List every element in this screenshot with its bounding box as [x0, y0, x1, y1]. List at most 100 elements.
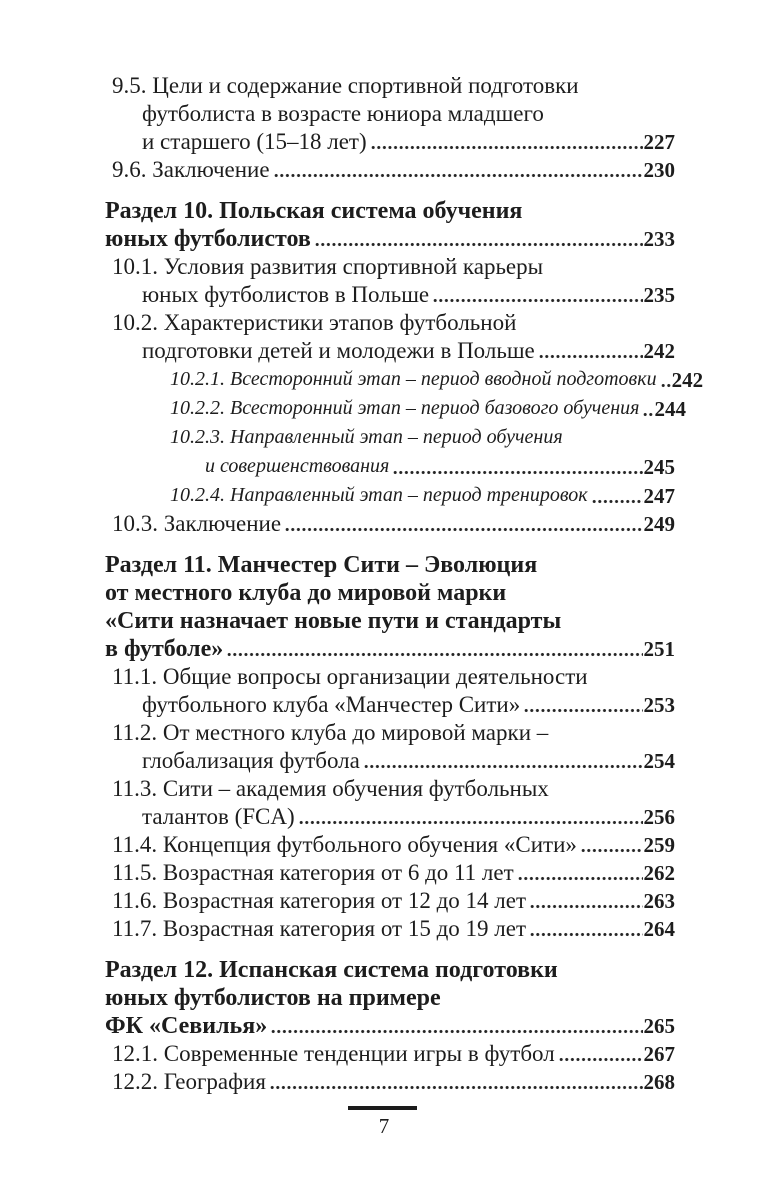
toc-entry: 10.1. Условия развития спортивной карьер… — [105, 253, 675, 309]
toc-page-number: 233 — [643, 227, 676, 251]
toc-entry-text: юных футболистов — [105, 226, 311, 252]
toc-entry-line: глобализация футбола 254 — [142, 747, 675, 775]
toc-page-number: 256 — [643, 805, 676, 829]
toc-page-number: 235 — [643, 283, 676, 307]
toc-entry-text: 11.3. Сити – академия обучения футбольны… — [112, 776, 549, 801]
toc-page-number: 263 — [643, 889, 676, 913]
toc-entry-line: ФК «Севилья» 265 — [105, 1012, 675, 1040]
toc-entry-text: 10.2.1. Всесторонний этап – период вводн… — [170, 368, 657, 390]
toc-entry-line: подготовки детей и молодежи в Польше 242 — [142, 337, 675, 365]
dot-leader — [227, 652, 643, 657]
dot-leader — [393, 470, 643, 475]
toc-entry-line: юных футболистов на примере — [105, 984, 675, 1012]
toc-entry-line: «Сити назначает новые пути и стандарты — [105, 607, 675, 635]
toc-entry-text: и совершенствования — [205, 455, 390, 477]
toc-entry-line: 12.2. География 268 — [112, 1068, 675, 1096]
toc-entry-line: и совершенствования 245 — [205, 452, 675, 481]
toc-entry-text: подготовки детей и молодежи в Польше — [142, 338, 535, 363]
toc-entry: 11.2. От местного клуба до мировой марки… — [105, 719, 675, 775]
toc-entry-line: 10.2.1. Всесторонний этап – период вводн… — [170, 365, 703, 394]
toc-entry: 11.5. Возрастная категория от 6 до 11 ле… — [105, 859, 675, 887]
toc-entry-line: 9.6. Заключение 230 — [112, 156, 675, 184]
toc-entry-text: 10.2. Характеристики этапов футбольной — [112, 310, 517, 335]
toc-page-number: 242 — [671, 368, 704, 392]
toc-entry-line: 11.3. Сити – академия обучения футбольны… — [112, 775, 675, 803]
dot-leader — [558, 1057, 643, 1062]
toc-entry-text: 10.2.2. Всесторонний этап – период базов… — [170, 397, 640, 419]
toc-page-number: 267 — [643, 1042, 676, 1066]
dot-leader — [363, 764, 643, 769]
dot-leader — [660, 383, 671, 388]
toc-entry-line: футболиста в возрасте юниора младшего — [142, 100, 675, 128]
dot-leader — [298, 820, 643, 825]
toc-entry-line: 11.7. Возрастная категория от 15 до 19 л… — [112, 915, 675, 943]
toc-entry-line: Раздел 10. Польская система обучения — [105, 197, 675, 225]
toc-entry-line: 10.3. Заключение 249 — [112, 510, 675, 538]
toc-entry: 10.2.2. Всесторонний этап – период базов… — [105, 394, 686, 423]
toc-entry-line: 10.1. Условия развития спортивной карьер… — [112, 253, 675, 281]
toc-entry: 9.5. Цели и содержание спортивной подгот… — [105, 72, 675, 156]
toc-entry: Раздел 11. Манчестер Сити – Эволюция от м… — [105, 551, 675, 663]
toc-entry-line: Раздел 12. Испанская система подготовки — [105, 956, 675, 984]
toc-page-number: 230 — [643, 158, 676, 182]
toc-entry: 11.6. Возрастная категория от 12 до 14 л… — [105, 887, 675, 915]
dot-leader — [524, 708, 643, 713]
table-of-contents: 9.5. Цели и содержание спортивной подгот… — [105, 72, 703, 1096]
toc-entry-line: 11.2. От местного клуба до мировой марки… — [112, 719, 675, 747]
dot-leader — [538, 354, 643, 359]
toc-entry: 11.7. Возрастная категория от 15 до 19 л… — [105, 915, 675, 943]
toc-entry: 10.2.3. Направленный этап – период обуче… — [105, 423, 675, 481]
dot-leader — [580, 848, 643, 853]
toc-entry: 10.3. Заключение 249 — [105, 510, 675, 538]
toc-entry-text: «Сити назначает новые пути и стандарты — [105, 608, 562, 634]
toc-entry-line: 12.1. Современные тенденции игры в футбо… — [112, 1040, 675, 1068]
toc-entry-text: 10.1. Условия развития спортивной карьер… — [112, 254, 544, 279]
toc-entry-text: и старшего (15–18 лет) — [142, 129, 367, 154]
dot-leader — [517, 876, 643, 881]
toc-entry: 9.6. Заключение 230 — [105, 156, 675, 184]
toc-entry-line: футбольного клуба «Манчестер Сити» 253 — [142, 691, 675, 719]
dot-leader — [591, 499, 643, 504]
toc-entry-text: 11.7. Возрастная категория от 15 до 19 л… — [112, 916, 527, 941]
toc-entry-text: 12.2. География — [112, 1069, 266, 1094]
toc-entry-line: юных футболистов в Польше 235 — [142, 281, 675, 309]
toc-entry-text: Раздел 10. Польская система обучения — [105, 198, 523, 224]
toc-page-number: 253 — [643, 693, 676, 717]
toc-page-number: 242 — [643, 339, 676, 363]
toc-page-number: 259 — [643, 833, 676, 857]
toc-entry-line: 11.4. Концепция футбольного обучения «Си… — [112, 831, 675, 859]
toc-page-number: 227 — [643, 130, 676, 154]
footer-page-number: 7 — [378, 1114, 390, 1138]
toc-page-number: 244 — [654, 397, 686, 421]
dot-leader — [269, 1085, 643, 1090]
toc-entry-text: 11.5. Возрастная категория от 6 до 11 ле… — [112, 860, 514, 885]
toc-page-number: 249 — [643, 512, 676, 536]
toc-entry-text: Раздел 11. Манчестер Сити – Эволюция — [105, 552, 538, 578]
toc-page-number: 264 — [643, 917, 676, 941]
toc-entry: 10.2.4. Направленный этап – период трени… — [105, 481, 675, 510]
toc-page-number: 262 — [643, 861, 676, 885]
toc-entry-text: 10.2.3. Направленный этап – период обуче… — [170, 426, 563, 448]
toc-entry-text: 10.3. Заключение — [112, 511, 282, 536]
toc-entry-text: ФК «Севилья» — [105, 1013, 268, 1039]
toc-entry-text: юных футболистов на примере — [105, 985, 441, 1011]
toc-entry-text: 11.2. От местного клуба до мировой марки… — [112, 720, 549, 745]
toc-entry-line: 9.5. Цели и содержание спортивной подгот… — [112, 72, 675, 100]
toc-entry-line: и старшего (15–18 лет) 227 — [142, 128, 675, 156]
toc-page-number: 265 — [643, 1014, 676, 1038]
dot-leader — [433, 298, 643, 303]
dot-leader — [273, 173, 643, 178]
toc-entry-text: 11.6. Возрастная категория от 12 до 14 л… — [112, 888, 527, 913]
toc-entry-line: 10.2.2. Всесторонний этап – период базов… — [170, 394, 686, 423]
dot-leader — [643, 412, 654, 417]
toc-page-number: 247 — [643, 484, 676, 508]
dot-leader — [530, 904, 643, 909]
toc-entry-text: юных футболистов в Польше — [142, 282, 430, 307]
toc-entry-text: талантов (FCA) — [142, 804, 295, 829]
toc-entry-text: 10.2.4. Направленный этап – период трени… — [170, 484, 588, 506]
toc-entry-text: от местного клуба до мировой марки — [105, 580, 507, 606]
dot-leader — [530, 932, 643, 937]
toc-entry-line: Раздел 11. Манчестер Сити – Эволюция — [105, 551, 675, 579]
toc-entry-line: талантов (FCA) 256 — [142, 803, 675, 831]
